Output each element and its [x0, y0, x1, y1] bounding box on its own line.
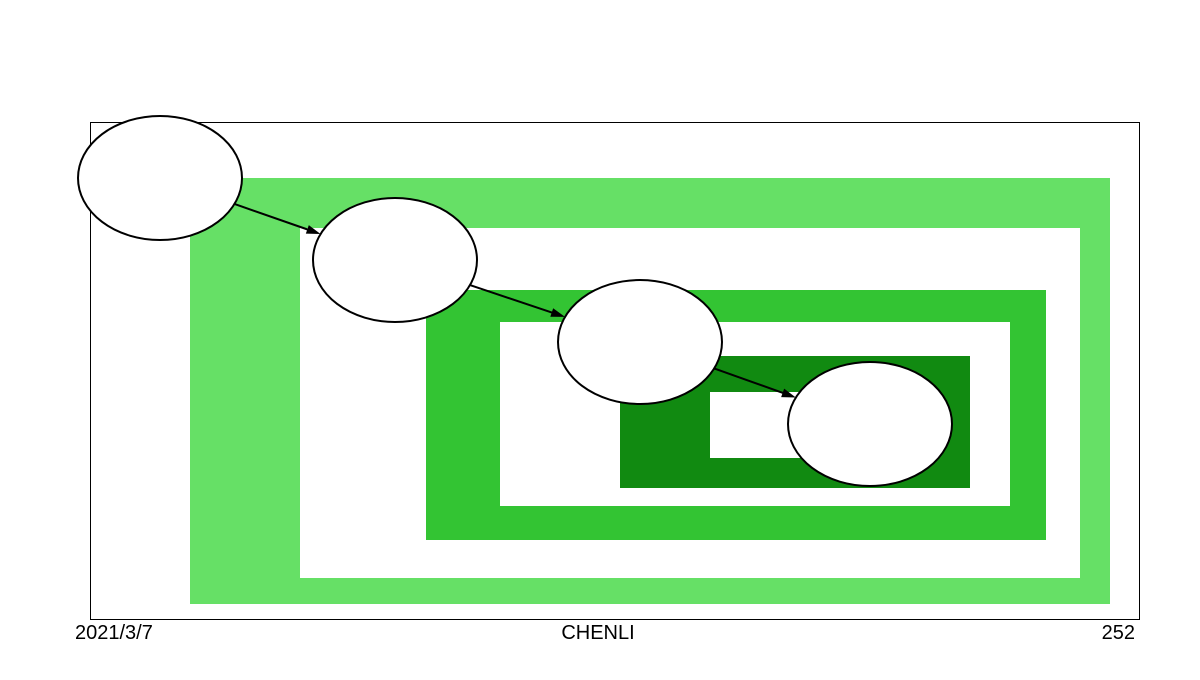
footer-date: 2021/3/7: [75, 622, 153, 645]
rect-6: [710, 392, 840, 458]
footer-page: 252: [1102, 622, 1135, 645]
diagram-stage: 2021/3/7 CHENLI 252: [0, 0, 1200, 680]
footer-center: CHENLI: [561, 622, 634, 645]
